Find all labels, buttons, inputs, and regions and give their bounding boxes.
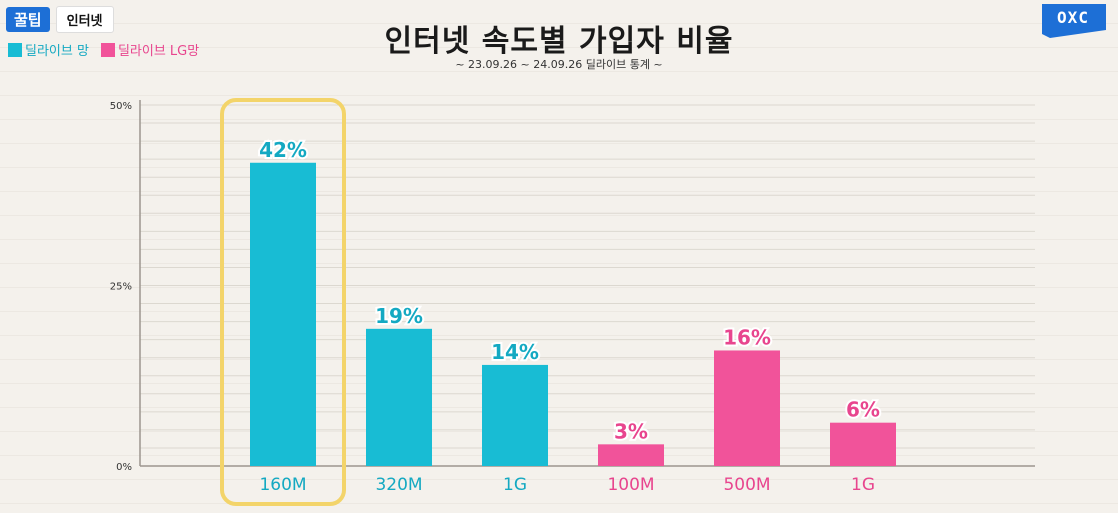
logo-badge-icon (1042, 4, 1106, 38)
chart-subtitle: ~ 23.09.26 ~ 24.09.26 딜라이브 통계 ~ (455, 58, 663, 71)
bar-6 (830, 422, 896, 466)
y-tick-label: 50% (110, 101, 132, 112)
data-label: 42% (259, 138, 307, 162)
y-tick-label: 0% (116, 462, 132, 473)
bar-4 (598, 444, 664, 466)
bar-2 (366, 328, 432, 466)
data-label: 16% (723, 325, 771, 349)
tag-primary: 꿀팁 (6, 7, 50, 32)
bar-5 (714, 350, 780, 466)
legend-swatch-series-2 (100, 42, 115, 57)
legend-swatch-series-1 (8, 42, 22, 57)
bar-3 (482, 364, 548, 466)
data-label: 6% (846, 398, 880, 422)
x-tick-label: 1G (851, 475, 875, 495)
x-tick-label: 1G (503, 475, 527, 495)
tag-row: 꿀팁 인터넷 (6, 6, 114, 33)
legend-item-series-2: 딜라이브 LG망 (100, 40, 200, 59)
chart-title: 인터넷 속도별 가입자 비율 (384, 24, 734, 59)
x-tick-label: 320M (375, 475, 422, 495)
legend-item-series-1: 딜라이브 망 (8, 40, 89, 59)
tag-secondary: 인터넷 (55, 6, 114, 33)
chart-legend: 딜라이브 망 딜라이브 LG망 (8, 40, 199, 59)
logo-text: OXC (1057, 8, 1089, 27)
data-label: 3% (614, 419, 648, 443)
channel-logo: OXC (1042, 4, 1106, 40)
data-label: 19% (375, 304, 423, 328)
x-tick-label: 500M (723, 475, 770, 495)
bar-1 (250, 162, 316, 466)
x-tick-label: 100M (607, 475, 654, 495)
y-tick-label: 25% (110, 282, 132, 293)
highlight-box (220, 98, 346, 506)
data-label: 14% (491, 340, 539, 364)
legend-label-series-2: 딜라이브 LG망 (117, 44, 200, 59)
x-tick-label: 160M (259, 475, 306, 495)
legend-label-series-1: 딜라이브 망 (25, 44, 89, 59)
